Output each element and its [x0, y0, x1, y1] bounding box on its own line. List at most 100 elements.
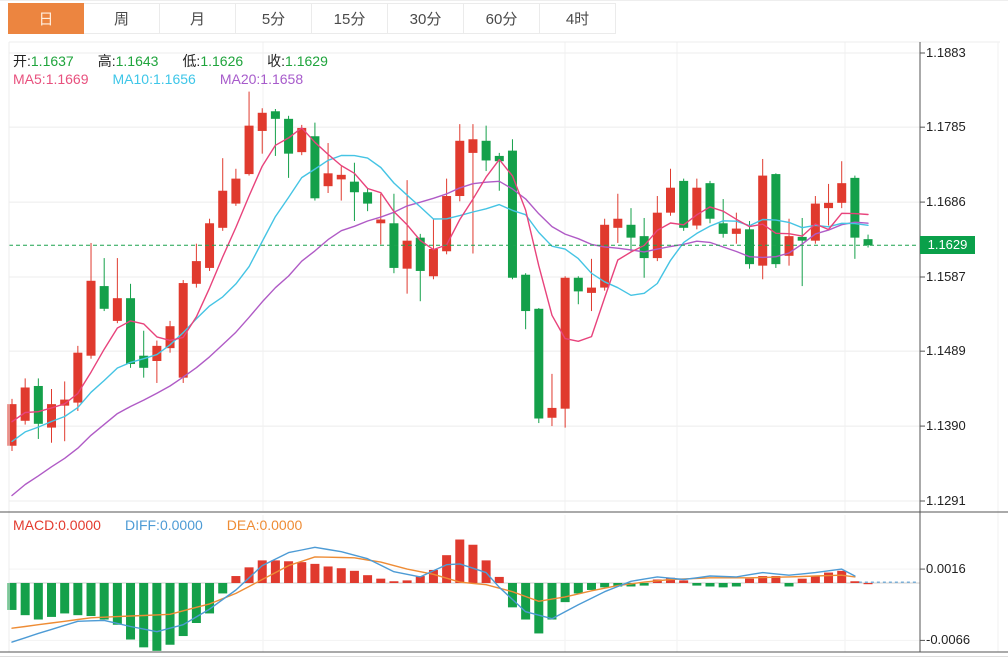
macd-bar	[257, 560, 267, 583]
period-tab-bar: 日周月 5分 15分 30分 60分 4时	[8, 3, 616, 34]
macd-bar	[297, 562, 307, 583]
candle-body	[126, 298, 136, 365]
macd-bar	[336, 568, 346, 583]
legend-value: 1.1669	[45, 71, 89, 87]
candle-body	[758, 175, 768, 266]
candle-body	[837, 183, 847, 203]
legend-label: 高:	[97, 53, 116, 69]
candle-body	[600, 224, 610, 288]
candle-body	[20, 387, 30, 421]
macd-bar	[837, 570, 847, 583]
tab-week[interactable]: 周	[84, 3, 160, 34]
candle-body	[73, 352, 83, 403]
macd-bar	[718, 583, 728, 588]
macd-bar	[731, 583, 741, 587]
candle-body	[442, 196, 452, 252]
macd-bar	[481, 560, 491, 583]
legend-label: MA5:	[13, 71, 46, 87]
macd-bar	[349, 570, 359, 583]
macd-bar	[758, 576, 768, 583]
candle-body	[33, 385, 43, 424]
macd-bar	[152, 583, 162, 651]
macd-bar	[389, 581, 399, 583]
diff-line	[11, 546, 856, 643]
macd-tick-label: 0.0016	[926, 561, 966, 577]
candle-body	[112, 298, 122, 321]
legend-value: 1.1626	[200, 53, 244, 69]
candle-body	[494, 155, 504, 162]
tab-day[interactable]: 日	[8, 3, 84, 34]
legend-label: DIFF:	[124, 517, 160, 533]
candle-body	[152, 345, 162, 362]
legend-value: 0.0000	[259, 517, 303, 533]
candle-body	[481, 140, 491, 161]
macd-bar	[20, 583, 30, 616]
candle-body	[363, 192, 373, 204]
tab-5min[interactable]: 5分	[236, 3, 312, 34]
tab-30min[interactable]: 30分	[388, 3, 464, 34]
macd-bar	[494, 576, 504, 583]
legend-value: 1.1658	[260, 71, 304, 87]
tab-4hour[interactable]: 4时	[540, 3, 616, 34]
macd-bar	[99, 583, 109, 620]
legend-value: 0.0000	[58, 517, 101, 533]
ma-legend: MA5:1.1669 MA10:1.1656 MA20:1.1658	[13, 71, 327, 87]
candle-body	[797, 236, 807, 241]
macd-bar	[415, 576, 425, 583]
macd-tick-label: -0.0066	[926, 632, 971, 648]
legend-label: MA20:	[219, 71, 261, 87]
candle-body	[178, 283, 188, 378]
legend-label: DEA:	[226, 517, 260, 533]
price-tick-label: 1.1489	[926, 343, 966, 359]
legend-value: 0.0000	[159, 517, 203, 533]
macd-bar	[428, 569, 438, 583]
macd-bar	[745, 578, 755, 583]
candle-body	[284, 118, 294, 154]
tab-15min[interactable]: 15分	[312, 3, 388, 34]
ma5-line	[11, 127, 869, 423]
price-tick-label: 1.1883	[926, 45, 966, 60]
macd-bar	[363, 575, 373, 583]
macd-bar	[468, 544, 478, 583]
candle-body	[547, 407, 557, 418]
candle-body	[389, 223, 399, 268]
macd-bar	[613, 583, 623, 587]
candle-body	[336, 174, 346, 180]
candle-body	[257, 112, 267, 131]
legend-label: 收:	[267, 53, 286, 69]
macd-bar	[639, 583, 649, 586]
candle-body	[349, 181, 359, 193]
candle-body	[850, 177, 860, 238]
candle-body	[270, 111, 280, 119]
candle-body	[692, 187, 702, 226]
candle-body	[560, 277, 570, 409]
candle-body	[7, 404, 17, 446]
tab-month[interactable]: 月	[160, 3, 236, 34]
macd-bar	[402, 580, 412, 583]
tab-60min[interactable]: 60分	[464, 3, 540, 34]
macd-bar	[126, 583, 136, 640]
macd-bar	[218, 583, 228, 594]
ma10-line	[11, 154, 869, 443]
macd-bar	[534, 583, 544, 634]
macd-bar	[323, 566, 333, 583]
macd-bar	[547, 583, 557, 620]
macd-bar	[47, 583, 57, 617]
candle-body	[297, 127, 307, 153]
candle-body	[428, 249, 438, 277]
dea-line	[11, 556, 856, 629]
macd-bar	[60, 583, 70, 614]
candle-body	[652, 212, 662, 259]
macd-bar	[178, 583, 188, 637]
legend-value: 1.1656	[152, 71, 196, 87]
price-tick-label: 1.1785	[926, 119, 966, 135]
legend-label: MA10:	[112, 71, 153, 87]
macd-bar	[284, 561, 294, 583]
price-tick-label: 1.1291	[926, 493, 966, 508]
macd-bar	[784, 583, 794, 587]
macd-bar	[310, 563, 320, 583]
legend-value: 1.1643	[115, 53, 159, 69]
macd-bar	[442, 555, 452, 583]
candle-body	[679, 180, 689, 228]
